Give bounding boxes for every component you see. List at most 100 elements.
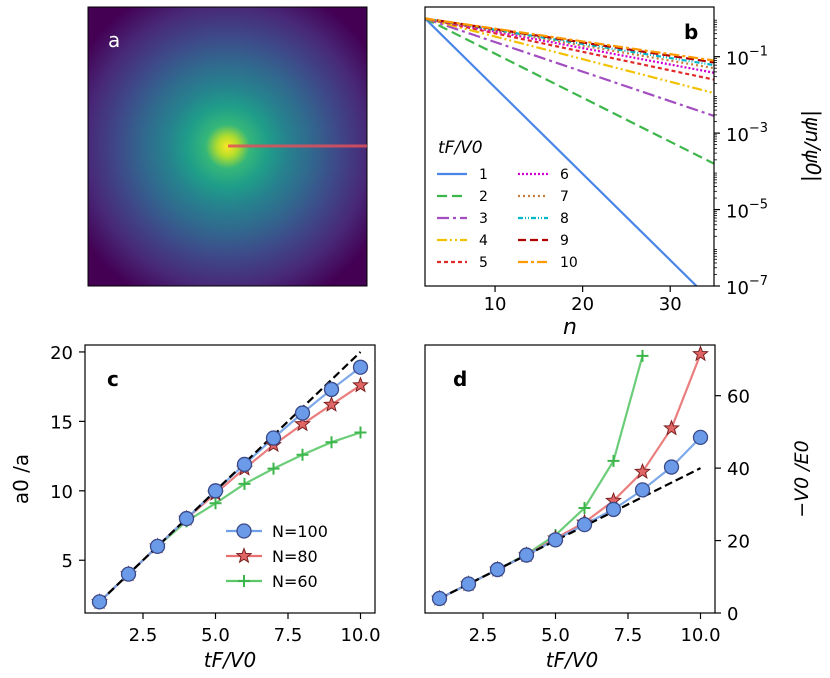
data-point-d-N=80 — [663, 419, 680, 436]
legend-label-b-9: 9 — [560, 233, 569, 249]
series-line-b-6 — [425, 17, 714, 74]
legend-marker-c-N=80 — [235, 547, 253, 564]
y-axis-label-c: a0 /a — [9, 454, 33, 504]
data-point-c-N=60 — [267, 462, 280, 475]
legend-marker-c-N=60 — [238, 575, 250, 587]
panel-b: 10 20 30 10−1 10−3 10−5 10−7 b n |ψn/ψ0| tF/V… — [424, 6, 825, 340]
data-point-c-N=60 — [209, 497, 222, 510]
y-tick-label-c: 10 — [50, 482, 73, 503]
reference-line-c — [98, 351, 362, 603]
y-ticks-c: 5 10 15 20 — [50, 343, 85, 572]
data-point-d-N=60 — [607, 454, 620, 467]
data-point-c-N=60 — [296, 448, 309, 461]
series-line-b-4 — [425, 17, 714, 95]
legend-label-b-10: 10 — [560, 255, 578, 271]
x-tick-label-d: 7.5 — [614, 625, 643, 646]
x-ticks-b: 10 20 30 — [484, 286, 682, 315]
x-tick-label-b: 20 — [571, 294, 594, 315]
data-point-c-N=100 — [207, 483, 224, 499]
data-point-d-N=100 — [431, 590, 448, 607]
y-axis-label-c-text: a0 /a — [9, 454, 33, 504]
plot-area-d — [431, 345, 709, 607]
x-axis-label-b: n — [563, 315, 577, 340]
reference-line-d — [439, 467, 701, 600]
data-point-c-N=60 — [325, 436, 338, 449]
legend-marker-c-N=100 — [236, 523, 252, 539]
data-point-d-N=100 — [663, 459, 680, 475]
legend-label-b-5: 5 — [479, 255, 488, 271]
y-tick-label-d: 60 — [727, 387, 750, 408]
y-tick-label-c: 20 — [50, 343, 73, 364]
data-point-d-N=80 — [692, 345, 709, 362]
legend-label-c-N=80: N=80 — [272, 547, 318, 566]
series-line-b-7 — [425, 17, 714, 70]
legend-label-b-7: 7 — [560, 189, 569, 205]
data-point-d-N=60 — [636, 349, 649, 362]
data-point-c-N=80 — [352, 376, 369, 393]
series-line-b-8 — [425, 17, 714, 67]
x-ticks-c: 2.5 5.0 7.5 10.0 — [129, 613, 381, 646]
plot-area-c — [91, 351, 369, 610]
x-tick-label-b: 30 — [659, 294, 682, 315]
axes-frame-b — [424, 6, 715, 287]
data-point-c-N=100 — [236, 456, 253, 473]
data-point-c-N=60 — [354, 426, 367, 439]
panel-label-c: c — [107, 367, 119, 391]
y-axis-label-b-text: |ψn/ψ0| — [801, 110, 825, 182]
y-tick-label-d: 0 — [727, 604, 738, 625]
data-point-d-N=100 — [605, 501, 622, 518]
series-line-b-1 — [425, 17, 698, 286]
y-tick-label-c: 5 — [62, 551, 73, 572]
panel-a: a — [87, 6, 368, 287]
legend-b: tF/V0 1 2 3 4 5 6 7 8 9 10 — [437, 138, 578, 271]
data-point-d-N=80 — [634, 462, 651, 479]
legend-label-b-6: 6 — [560, 167, 569, 183]
series-line-b-10 — [425, 17, 714, 62]
y-axis-label-b: |ψn/ψ0| — [801, 110, 825, 182]
panel-label-b: b — [684, 20, 698, 44]
data-point-c-N=100 — [91, 594, 108, 610]
axes-frame-d — [424, 344, 716, 614]
series-line-c-N=100 — [98, 366, 362, 603]
x-tick-label-c: 7.5 — [274, 625, 303, 646]
panel-d: 2.5 5.0 7.5 10.0 0 20 40 60 d tF/V0 −V0 /E0 — [424, 344, 813, 672]
legend-label-c-N=100: N=100 — [272, 522, 328, 541]
panel-c: 2.5 5.0 7.5 10.0 5 10 15 20 c tF/V0 a0 /a N=10… — [9, 343, 381, 672]
panel-label-a: a — [108, 28, 120, 52]
series-line-b-3 — [425, 17, 714, 117]
y-tick-label-b: 10−5 — [726, 198, 768, 223]
x-tick-label-c: 2.5 — [129, 625, 158, 646]
series-line-c-N=60 — [98, 431, 361, 603]
data-point-c-N=100 — [294, 405, 311, 421]
y-tick-label-b: 10−1 — [726, 45, 768, 70]
data-point-c-N=100 — [323, 381, 340, 398]
x-tick-label-d: 2.5 — [469, 625, 498, 646]
y-tick-label-c: 15 — [50, 412, 73, 433]
legend-label-b-2: 2 — [479, 189, 488, 205]
y-tick-label-b: 10−7 — [726, 274, 768, 299]
data-point-c-N=100 — [352, 359, 369, 375]
data-point-d-N=100 — [518, 547, 535, 563]
series-line-b-5 — [425, 17, 714, 81]
series-line-d-N=100 — [439, 436, 702, 600]
x-tick-label-c: 10.0 — [340, 625, 380, 646]
axes-frame-c — [84, 344, 376, 614]
data-point-c-N=100 — [149, 538, 166, 554]
y-tick-label-d: 20 — [727, 532, 750, 553]
data-point-d-N=100 — [634, 482, 651, 498]
panel-label-d: d — [453, 367, 467, 391]
y-axis-label-d: −V0 /E0 — [791, 440, 813, 518]
data-point-d-N=100 — [547, 532, 564, 548]
data-point-c-N=100 — [178, 510, 195, 527]
x-tick-label-c: 5.0 — [201, 625, 230, 646]
y-axis-label-d-text: −V0 /E0 — [791, 440, 813, 518]
legend-label-b-3: 3 — [479, 211, 488, 227]
legend-label-b-1: 1 — [479, 167, 488, 183]
data-point-c-N=80 — [294, 415, 311, 432]
x-tick-label-d: 5.0 — [541, 625, 570, 646]
x-axis-label-d: tF/V0 — [546, 648, 599, 672]
data-point-d-N=100 — [489, 561, 506, 578]
series-line-b-2 — [425, 17, 714, 165]
y-ticks-d: 0 20 40 60 — [715, 387, 750, 625]
x-ticks-d: 2.5 5.0 7.5 10.0 — [469, 613, 721, 646]
